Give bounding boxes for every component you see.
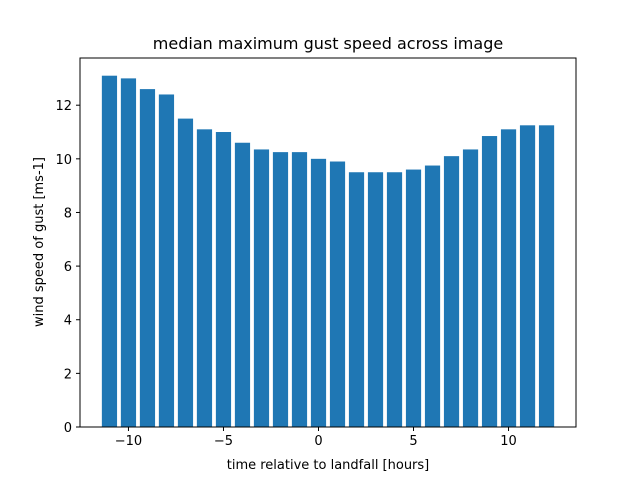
bar-5 (405, 169, 422, 427)
bar--2 (272, 152, 289, 427)
bar-3 (367, 172, 384, 427)
bar-9 (481, 136, 498, 428)
y-tick-label: 12 (55, 99, 72, 114)
x-tick-label: −5 (214, 434, 233, 449)
bar-8 (462, 149, 479, 427)
y-tick-label: 8 (64, 206, 72, 221)
y-axis-ticks: 0 2 4 6 8 10 12 (55, 99, 80, 436)
x-axis-ticks: −10 −5 0 5 10 (115, 427, 517, 449)
bar-0 (310, 158, 327, 427)
bars-layer (101, 75, 555, 428)
y-tick-label: 0 (64, 421, 72, 436)
y-tick-label: 2 (64, 367, 72, 382)
x-tick-label: 0 (314, 434, 322, 449)
x-tick-label: 10 (500, 434, 517, 449)
bar-11 (519, 125, 536, 428)
bar--3 (253, 149, 270, 427)
bar--7 (177, 118, 194, 427)
bar--1 (291, 152, 308, 427)
bar-6 (424, 165, 441, 427)
bar-1 (329, 161, 346, 428)
bar-12 (538, 125, 555, 428)
bar-2 (348, 172, 365, 427)
plot-frame (79, 57, 577, 428)
x-axis-label: time relative to landfall [hours] (227, 458, 430, 473)
bar--5 (215, 132, 232, 428)
bar--6 (196, 129, 213, 427)
x-tick-label: 5 (409, 434, 417, 449)
y-tick-label: 4 (64, 314, 72, 329)
bar-4 (386, 172, 403, 427)
bar--10 (120, 78, 137, 428)
y-tick-label: 10 (55, 153, 72, 168)
y-axis-label: wind speed of gust [ms-1] (32, 157, 47, 327)
bar--8 (158, 94, 175, 427)
bar--9 (139, 89, 156, 428)
bar-10 (500, 129, 517, 427)
bar-7 (443, 156, 460, 427)
y-tick-label: 6 (64, 260, 72, 275)
x-tick-label: −10 (115, 434, 142, 449)
bar--11 (101, 75, 118, 427)
chart-title: median maximum gust speed across image (153, 34, 503, 53)
bar--4 (234, 142, 251, 427)
